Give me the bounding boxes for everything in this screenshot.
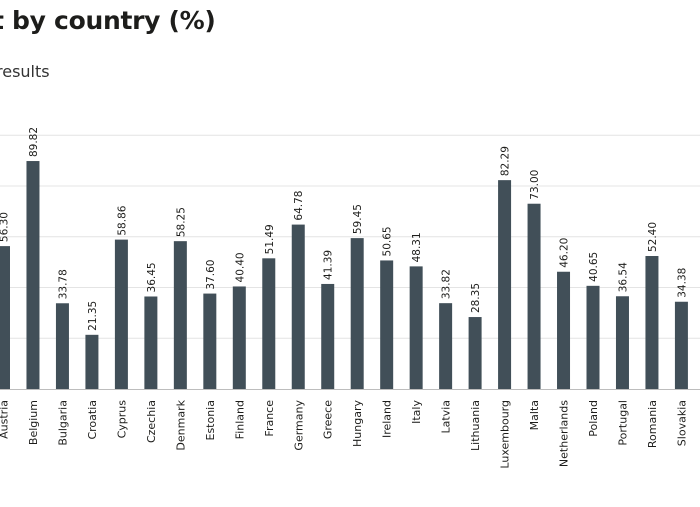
bar-hungary	[350, 238, 364, 389]
category-label-bulgaria: Bulgaria	[56, 400, 69, 446]
bar-austria	[0, 246, 10, 389]
bar-bulgaria	[55, 303, 69, 389]
chart-subtitle: results	[0, 62, 50, 81]
bar-poland	[586, 285, 600, 389]
value-label-malta: 73.00	[529, 170, 541, 200]
category-label-cyprus: Cyprus	[115, 400, 128, 439]
value-label-austria: 56.30	[0, 212, 11, 242]
bar-germany	[291, 224, 305, 389]
bar-greece	[321, 283, 335, 389]
category-label-italy: Italy	[410, 400, 423, 424]
category-label-hungary: Hungary	[351, 400, 364, 447]
bar-denmark	[173, 241, 187, 389]
category-label-austria: Austria	[0, 400, 11, 439]
category-label-france: France	[263, 400, 276, 437]
category-label-denmark: Denmark	[174, 399, 187, 450]
bar-estonia	[203, 293, 217, 389]
value-label-ireland: 50.65	[382, 226, 394, 256]
value-label-denmark: 58.25	[175, 207, 187, 237]
bar-cyprus	[114, 239, 128, 389]
category-label-poland: Poland	[587, 400, 600, 437]
bar-slovakia	[674, 301, 688, 389]
category-label-finland: Finland	[233, 400, 246, 439]
category-label-malta: Malta	[528, 400, 541, 430]
value-label-hungary: 59.45	[352, 204, 364, 234]
value-label-latvia: 33.82	[441, 269, 453, 299]
value-labels: 56.30 89.82 33.78 21.35 58.86 36.45 58.25 37.60…	[0, 127, 688, 331]
bar-lithuania	[468, 317, 482, 389]
value-label-netherlands: 46.20	[559, 238, 571, 268]
value-label-germany: 64.78	[293, 191, 305, 221]
value-label-estonia: 37.60	[205, 260, 217, 290]
value-label-lithuania: 28.35	[470, 283, 482, 313]
category-label-czechia: Czechia	[145, 400, 158, 443]
category-label-estonia: Estonia	[204, 400, 217, 441]
bar-luxembourg	[498, 180, 512, 389]
value-label-croatia: 21.35	[87, 301, 99, 331]
bar-croatia	[85, 334, 99, 389]
value-label-slovakia: 34.38	[676, 268, 688, 298]
value-label-bulgaria: 33.78	[57, 269, 69, 299]
bar-malta	[527, 203, 541, 389]
category-label-lithuania: Lithuania	[469, 400, 482, 451]
bar-netherlands	[557, 271, 571, 389]
category-label-croatia: Croatia	[86, 400, 99, 440]
bars	[0, 161, 688, 389]
gridlines	[0, 134, 700, 390]
category-label-luxembourg: Luxembourg	[499, 400, 512, 469]
bar-romania	[645, 256, 659, 389]
bar-ireland	[380, 260, 394, 389]
category-label-romania: Romania	[646, 400, 659, 448]
value-label-belgium: 89.82	[28, 127, 40, 157]
value-label-poland: 40.65	[588, 252, 600, 282]
category-label-latvia: Latvia	[440, 400, 453, 434]
bar-belgium	[26, 161, 40, 389]
value-label-italy: 48.31	[411, 232, 423, 262]
bar-finland	[232, 286, 246, 389]
category-label-slovakia: Slovakia	[675, 400, 688, 446]
value-label-romania: 52.40	[647, 222, 659, 252]
bar-italy	[409, 266, 423, 389]
category-label-belgium: Belgium	[27, 400, 40, 445]
bar-france	[262, 258, 276, 389]
value-label-finland: 40.40	[234, 252, 246, 282]
bar-latvia	[439, 303, 453, 389]
value-label-luxembourg: 82.29	[500, 146, 512, 176]
category-label-ireland: Ireland	[381, 400, 394, 438]
category-label-greece: Greece	[322, 400, 335, 439]
category-label-germany: Germany	[292, 400, 305, 451]
chart-title: t by country (%)	[0, 6, 216, 35]
value-label-portugal: 36.54	[617, 262, 629, 292]
value-label-czechia: 36.45	[146, 262, 158, 292]
bar-portugal	[615, 296, 629, 389]
value-label-greece: 41.39	[323, 250, 335, 280]
category-label-netherlands: Netherlands	[558, 400, 571, 467]
category-labels: Austria Belgium Bulgaria Croatia Cyprus Czech…	[0, 399, 688, 468]
bar-czechia	[144, 296, 158, 389]
value-label-france: 51.49	[264, 224, 276, 254]
value-label-cyprus: 58.86	[116, 205, 128, 235]
category-label-portugal: Portugal	[616, 400, 629, 446]
